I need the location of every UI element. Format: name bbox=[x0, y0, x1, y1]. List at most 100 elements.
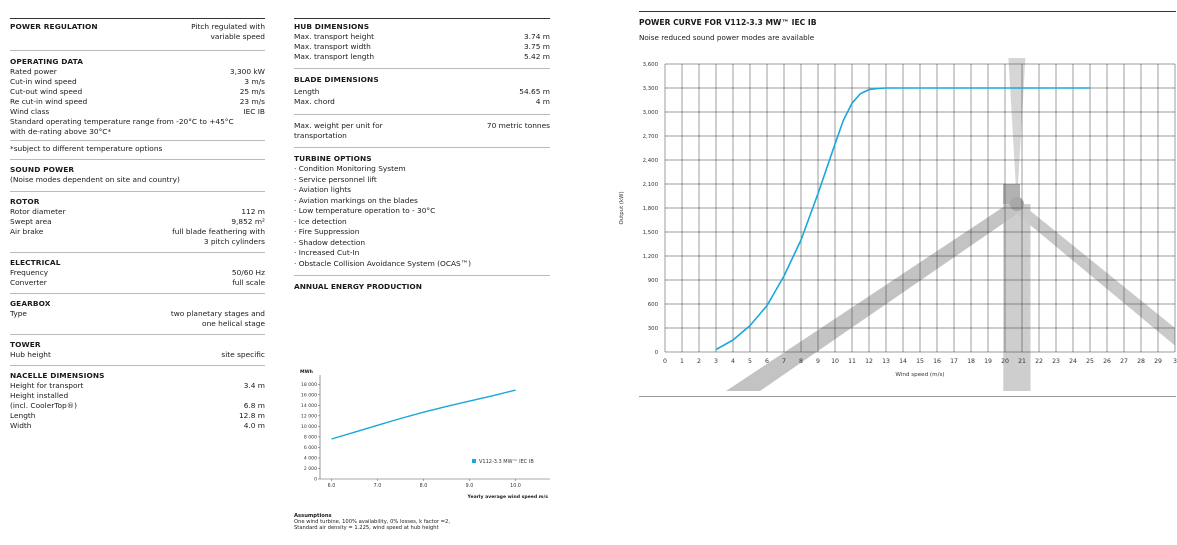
spec-label: Frequency bbox=[10, 268, 49, 277]
spec-row: Max. chord 4 m bbox=[294, 97, 550, 107]
x-tick-label: 27 bbox=[1120, 358, 1128, 365]
spec-label: Type bbox=[10, 309, 27, 318]
y-tick-label: 2,700 bbox=[643, 134, 659, 140]
turbine-blade-top bbox=[1008, 58, 1026, 204]
divider bbox=[10, 159, 265, 160]
operating-data-title: OPERATING DATA bbox=[10, 57, 84, 66]
x-tick-label: 13 bbox=[882, 358, 890, 365]
divider bbox=[10, 50, 265, 51]
spec-row: Swept area 9,852 m² bbox=[10, 217, 265, 227]
option-item: · Aviation markings on the blades bbox=[294, 195, 418, 205]
spec-label: Rotor diameter bbox=[10, 207, 66, 216]
weight-row: Max. weight per unit for 70 metric tonnes bbox=[294, 121, 550, 131]
divider bbox=[639, 396, 1176, 397]
spec-label: Wind class bbox=[10, 107, 50, 116]
spec-column-middle: HUB DIMENSIONS Max. transport height 3.74… bbox=[294, 18, 550, 291]
aep-chart: MWh 0 2 000 4 000 6 000 8 000 10 000 12 000 14 0… bbox=[300, 369, 550, 500]
x-tick-label: 18 bbox=[967, 358, 975, 365]
spec-row: Hub height site specific bbox=[10, 350, 265, 360]
spec-row: Rated power 3,300 kW bbox=[10, 67, 265, 77]
weight-label-2: transportation bbox=[294, 131, 347, 140]
x-tick-label: 15 bbox=[916, 358, 924, 365]
x-tick-label: 3 bbox=[1173, 358, 1177, 365]
x-tick-label: 6.0 bbox=[328, 483, 336, 489]
spec-column-left: POWER REGULATION Pitch regulated with va… bbox=[10, 18, 265, 431]
power-regulation-title: POWER REGULATION bbox=[10, 22, 98, 31]
divider bbox=[10, 293, 265, 294]
option-item: · Service personnel lift bbox=[294, 174, 377, 184]
spec-row: Length 54.65 m bbox=[294, 87, 550, 97]
x-tick-label: 7.0 bbox=[374, 483, 382, 489]
spec-value: 9,852 m² bbox=[231, 217, 265, 226]
spec-value: full scale bbox=[232, 278, 265, 287]
spec-label: Cut-out wind speed bbox=[10, 87, 83, 96]
y-tick-label: 0 bbox=[314, 477, 317, 483]
y-tick-label: 3,600 bbox=[643, 62, 659, 68]
y-tick-label: 3,300 bbox=[643, 86, 659, 92]
spec-row: Rotor diameter 112 m bbox=[10, 207, 265, 217]
y-tick-label: 600 bbox=[648, 302, 659, 308]
x-tick-label: 26 bbox=[1103, 358, 1111, 365]
divider bbox=[294, 275, 550, 276]
spec-value: 54.65 m bbox=[519, 87, 550, 96]
spec-label: Max. weight per unit for bbox=[294, 121, 383, 130]
power-curve-line bbox=[715, 87, 1090, 351]
x-tick-label: 17 bbox=[950, 358, 958, 365]
option-item: · Shadow detection bbox=[294, 237, 366, 247]
y-tick-label: 12 000 bbox=[301, 413, 317, 419]
spec-label: Max. transport width bbox=[294, 42, 371, 51]
spec-value: 6.8 m bbox=[243, 401, 265, 410]
y-tick-label: 16 000 bbox=[301, 392, 317, 398]
spec-row: Height installed bbox=[10, 391, 265, 401]
turbine-hub bbox=[1009, 197, 1024, 211]
y-tick-label: 10 000 bbox=[301, 424, 317, 430]
turbine-illustration bbox=[726, 58, 1175, 391]
x-tick-label: 6 bbox=[765, 358, 769, 365]
option-item: · Obstacle Collision Avoidance System (O… bbox=[294, 258, 472, 268]
y-tick-label: 1,800 bbox=[643, 206, 659, 212]
section-rule bbox=[10, 18, 265, 19]
spec-row: Max. transport length 5.42 m bbox=[294, 52, 550, 62]
assumptions-title: Assumptions bbox=[294, 513, 332, 519]
power-curve-title: POWER CURVE FOR V112-3.3 MW™ IEC IB bbox=[639, 18, 817, 27]
section-rule bbox=[639, 11, 1176, 12]
legend-label: V112-3.3 MW™ IEC IB bbox=[479, 459, 534, 465]
x-tick-label: 1 bbox=[680, 358, 684, 365]
spec-row: Frequency 50/60 Hz bbox=[10, 268, 265, 278]
x-tick-label: 10.0 bbox=[510, 483, 521, 489]
divider bbox=[10, 191, 265, 192]
x-tick-label: 16 bbox=[933, 358, 941, 365]
divider bbox=[10, 334, 265, 335]
spec-row: Cut-out wind speed 25 m/s bbox=[10, 87, 265, 97]
x-tick-label: 24 bbox=[1069, 358, 1077, 365]
spec-label: Length bbox=[10, 411, 36, 420]
spec-row: Max. transport width 3.75 m bbox=[294, 42, 550, 52]
y-tick-label: 300 bbox=[648, 326, 659, 332]
y-tick-label: 18 000 bbox=[301, 382, 317, 388]
spec-label: (incl. CoolerTop®) bbox=[10, 401, 78, 410]
spec-label: Length bbox=[294, 87, 320, 96]
x-tick-label: 28 bbox=[1137, 358, 1145, 365]
spec-value: 4.0 m bbox=[243, 421, 265, 430]
spec-label: Max. chord bbox=[294, 97, 335, 106]
x-tick-label: 25 bbox=[1086, 358, 1094, 365]
y-tick-label: 2,400 bbox=[643, 158, 659, 164]
y-axis-label: MWh bbox=[300, 369, 313, 375]
option-item: · Low temperature operation to - 30°C bbox=[294, 206, 436, 215]
spec-row: Width 4.0 m bbox=[10, 421, 265, 431]
power-curve-subtitle: Noise reduced sound power modes are avai… bbox=[639, 33, 815, 42]
spec-value: 112 m bbox=[241, 207, 265, 216]
operating-note: Standard operating temperature range fro… bbox=[10, 117, 234, 126]
operating-footnote: *subject to different temperature option… bbox=[10, 144, 163, 153]
x-tick-label: 10 bbox=[831, 358, 839, 365]
spec-row: Max. transport height 3.74 m bbox=[294, 32, 550, 42]
x-tick-label: 14 bbox=[899, 358, 907, 365]
rotor-extra: 3 pitch cylinders bbox=[203, 237, 265, 246]
spec-value: 3.4 m bbox=[243, 381, 265, 390]
power-regulation-value-2: variable speed bbox=[210, 32, 266, 41]
x-tick-label: 9.0 bbox=[466, 483, 474, 489]
y-tick-label: 6 000 bbox=[304, 445, 317, 451]
spec-label: Converter bbox=[10, 278, 47, 287]
spec-row: Re cut-in wind speed 23 m/s bbox=[10, 97, 265, 107]
assumptions-line: One wind turbine, 100% availability, 0% … bbox=[294, 519, 450, 526]
